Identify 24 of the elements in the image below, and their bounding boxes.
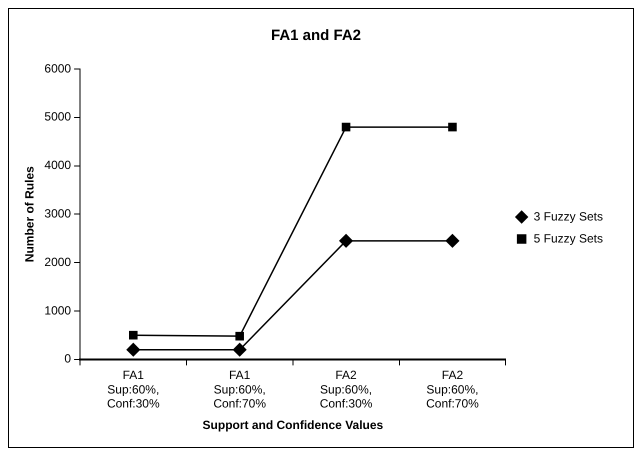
point xyxy=(448,122,457,132)
point xyxy=(342,122,350,132)
y-tick-label: 1000 xyxy=(44,303,72,318)
y-tick-label: 4000 xyxy=(44,158,72,172)
point xyxy=(129,330,138,340)
x-tick-label: FA1 Sup:60%, Conf:70% xyxy=(213,368,266,411)
x-tick-label: FA1 Sup:60%, Conf:30% xyxy=(106,368,160,411)
y-axis-title: Number of Rules xyxy=(22,166,37,262)
point xyxy=(446,234,460,248)
y-tick-label: 5000 xyxy=(44,110,72,124)
point xyxy=(339,234,353,248)
x-axis-title: Support and Confidence Values xyxy=(202,418,384,432)
y-tick-label: 2000 xyxy=(44,254,72,269)
y-tick-label: 6000 xyxy=(44,61,72,76)
legend-label: 5 Fuzzy Sets xyxy=(534,231,603,246)
x-tick-label: FA2 Sup:60%, Conf:70% xyxy=(426,368,480,411)
point xyxy=(232,342,246,356)
point xyxy=(126,342,140,356)
x-tick-label: FA2 Sup:60%, Conf:30% xyxy=(320,368,373,411)
y-tick-label: 0 xyxy=(64,352,72,366)
chart-title: FA1 and FA2 xyxy=(270,27,362,44)
legend-label: 3 Fuzzy Sets xyxy=(534,209,603,224)
point xyxy=(235,332,244,340)
y-tick-label: 3000 xyxy=(44,206,72,221)
